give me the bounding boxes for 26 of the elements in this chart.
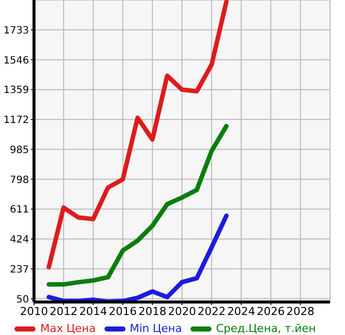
x-tick-label: 2012 [50, 304, 78, 318]
line-series [46, 0, 229, 270]
x-tick-label: 2020 [168, 304, 196, 318]
y-tick-label: 1733 [4, 25, 29, 36]
x-tick-label: 2024 [227, 304, 256, 318]
y-tick-label: 611 [10, 204, 29, 216]
legend-label: Сред.Цена, т.йен [214, 322, 316, 335]
x-tick-label: 2018 [138, 304, 166, 318]
x-tick-label: 2028 [286, 304, 314, 318]
x-tick-label: 2016 [108, 304, 137, 318]
x-tick-label: 2026 [256, 304, 285, 318]
y-tick-label: 424 [10, 234, 29, 246]
legend-label: Min Цена [128, 322, 182, 335]
y-tick-label: 1172 [4, 115, 29, 126]
legend-label: Max Цена [39, 322, 96, 335]
line-series [46, 124, 229, 287]
x-tick-label: 2014 [79, 304, 108, 318]
y-tick-label: 985 [10, 144, 29, 156]
x-tick-label: 2010 [20, 304, 48, 318]
y-tick-label: 798 [10, 174, 29, 186]
x-tick-label: 2022 [198, 304, 226, 318]
y-tick-label: 50 [16, 294, 29, 306]
y-tick-label: 237 [10, 264, 29, 276]
y-tick-label: 1546 [4, 55, 29, 66]
line-series [46, 213, 229, 302]
y-tick-label: 1359 [4, 85, 29, 96]
